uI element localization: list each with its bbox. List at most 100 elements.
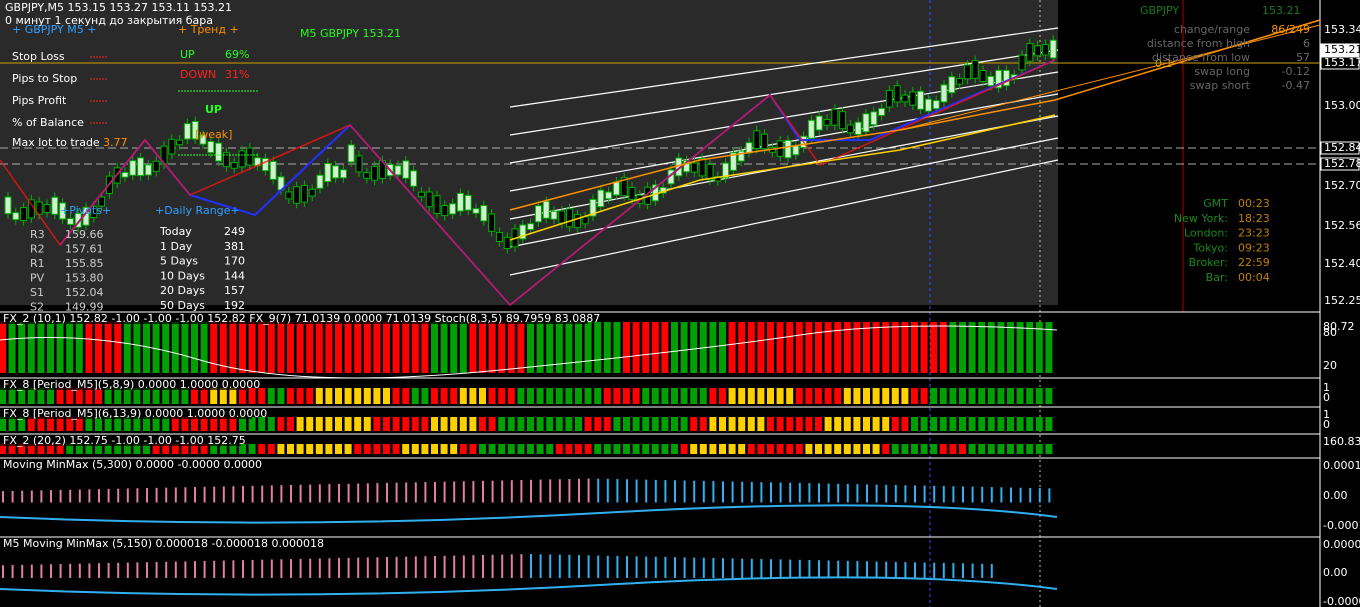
histogram-bar xyxy=(56,388,64,404)
candle xyxy=(308,188,316,197)
histogram-bar xyxy=(719,444,726,454)
histogram-bar xyxy=(95,388,102,404)
histogram-bar xyxy=(219,322,227,373)
candle xyxy=(316,174,324,189)
histogram-bar xyxy=(200,388,208,404)
histogram-bar xyxy=(795,417,803,431)
histogram-bar xyxy=(882,444,890,454)
histogram-bar xyxy=(392,388,400,404)
candle xyxy=(238,150,246,168)
histogram-bar xyxy=(507,322,515,373)
histogram-bar xyxy=(834,388,842,404)
histogram-bar xyxy=(968,322,976,373)
histogram-bar xyxy=(747,444,755,454)
candle xyxy=(737,150,745,162)
histogram-bar xyxy=(527,444,534,454)
histogram-bar xyxy=(95,417,102,431)
histogram-bar xyxy=(488,417,496,431)
histogram-bar xyxy=(248,417,256,431)
histogram-bar xyxy=(402,322,410,373)
histogram-bar xyxy=(623,417,630,431)
histogram-bar xyxy=(584,322,592,373)
histogram-bar xyxy=(306,417,314,431)
subwindow-label: Moving MinMax (5,300) 0.0000 -0.0000 0.0… xyxy=(3,458,262,471)
pivot-value: 155.85 xyxy=(65,257,104,270)
histogram-bar xyxy=(920,388,928,404)
histogram-bar xyxy=(1045,322,1053,373)
candle xyxy=(839,111,847,130)
histogram-bar xyxy=(997,444,1005,454)
histogram-bar xyxy=(219,388,227,404)
candle xyxy=(885,89,893,108)
histogram-bar xyxy=(335,444,342,454)
time-value: 00:23 xyxy=(1238,197,1270,210)
histogram-bar xyxy=(863,388,870,404)
histogram-bar xyxy=(229,388,237,404)
histogram-bar xyxy=(651,388,659,404)
channel-line xyxy=(509,27,1059,108)
histogram-bar xyxy=(757,444,765,454)
candle xyxy=(495,231,503,243)
histogram-bar xyxy=(85,322,93,373)
histogram-bar xyxy=(843,444,851,454)
histogram-bar xyxy=(709,444,717,454)
histogram-bar xyxy=(210,417,218,431)
info-value: 86/249 xyxy=(1271,23,1310,36)
histogram-bar xyxy=(546,444,554,454)
candle xyxy=(1034,45,1042,57)
histogram-bar xyxy=(824,417,832,431)
label: Pips to Stop xyxy=(12,72,77,85)
histogram-bar xyxy=(613,417,621,431)
histogram-bar xyxy=(287,417,294,431)
candle xyxy=(207,140,215,154)
candle xyxy=(597,189,605,208)
candle xyxy=(831,108,839,126)
histogram-bar xyxy=(354,444,362,454)
histogram-bar xyxy=(469,417,477,431)
histogram-bar xyxy=(565,417,573,431)
info-value: -0.12 xyxy=(1282,65,1310,78)
histogram-bar xyxy=(546,322,554,373)
candle xyxy=(527,223,535,230)
histogram-bar xyxy=(920,322,928,373)
histogram-bar xyxy=(939,388,947,404)
histogram-bar xyxy=(373,444,381,454)
histogram-bar xyxy=(872,388,880,404)
panel-title: + GBPJPY M5 + xyxy=(12,23,96,36)
range-value: 170 xyxy=(224,255,245,268)
histogram-bar xyxy=(488,444,496,454)
histogram-bar xyxy=(440,417,448,431)
histogram-bar xyxy=(863,444,870,454)
histogram-bar xyxy=(133,388,141,404)
histogram-bar xyxy=(959,322,966,373)
candle xyxy=(979,70,987,83)
histogram-bar xyxy=(517,322,525,373)
histogram-bar xyxy=(354,417,362,431)
candle xyxy=(144,164,152,176)
histogram-bar xyxy=(901,444,909,454)
histogram-bar xyxy=(786,444,794,454)
histogram-bar xyxy=(939,322,947,373)
label: % of Balance xyxy=(12,116,84,129)
range-value: 192 xyxy=(224,299,245,312)
candle xyxy=(550,210,558,220)
candle xyxy=(363,172,371,179)
histogram-bar xyxy=(143,388,150,404)
histogram-bar xyxy=(66,444,74,454)
histogram-bar xyxy=(8,388,16,404)
pivot-value: 149.99 xyxy=(65,301,104,314)
histogram-bar xyxy=(1035,388,1043,404)
histogram-bar xyxy=(527,322,534,373)
axis-label: 80.72 xyxy=(1323,320,1355,333)
histogram-bar xyxy=(872,444,880,454)
histogram-bar xyxy=(968,388,976,404)
histogram-bar xyxy=(95,322,102,373)
histogram-bar xyxy=(699,417,707,431)
pivot-name: S2 xyxy=(30,301,44,314)
candle xyxy=(199,134,207,145)
axis-label: 20 xyxy=(1323,359,1337,372)
candle xyxy=(628,186,636,200)
histogram-bar xyxy=(171,417,179,431)
histogram-bar xyxy=(757,417,765,431)
histogram-bar xyxy=(181,417,189,431)
